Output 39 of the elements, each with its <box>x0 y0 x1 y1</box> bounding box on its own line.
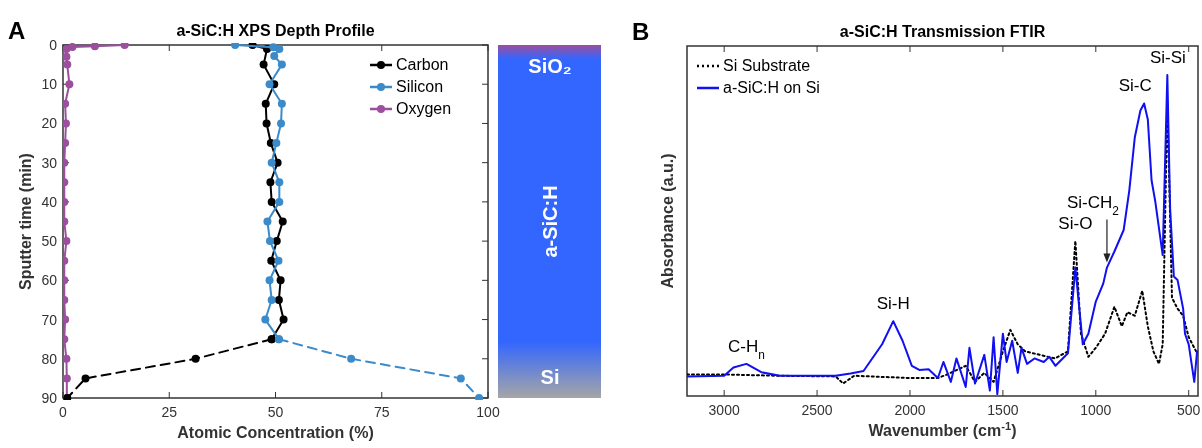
chart-title: a-SiC:H XPS Depth Profile <box>176 22 375 39</box>
y-tick-label: 50 <box>41 233 58 250</box>
x-axis-title: Atomic Concentration (%) <box>177 424 374 441</box>
y-tick-label: 60 <box>41 272 58 289</box>
x-tick-label: 100 <box>476 404 500 420</box>
x-tick-label: 50 <box>267 404 284 420</box>
text: A <box>8 17 26 44</box>
y-tick-label: 80 <box>41 350 58 367</box>
x-tick-label: 2000 <box>894 402 926 418</box>
x-axis-title: Wavenumber (cm$^{-1}$) <box>868 420 1017 439</box>
x-tick-label: 500 <box>1177 402 1201 418</box>
annotation: Si-C <box>1118 76 1152 96</box>
y-axis-title: Sputter time (min) <box>17 153 34 290</box>
y-tick-label: 0 <box>49 37 58 53</box>
y-tick-label: 20 <box>41 115 58 132</box>
legend-label: Carbon <box>396 56 449 73</box>
legend-label: a-SiC:H on Si <box>723 79 820 96</box>
y-tick-label: 90 <box>41 390 58 406</box>
x-tick-label: 1500 <box>987 402 1019 418</box>
legend-label: Silicon <box>396 78 444 95</box>
layer-stack-diagram: SiO₂ a-SiC:H Si <box>498 45 601 398</box>
annotation: C-H$_{n}$ <box>728 336 765 362</box>
x-tick-label: 25 <box>161 404 178 420</box>
y-tick-label: 70 <box>41 311 58 328</box>
x-tick-label: 2500 <box>801 402 833 418</box>
y-tick-label: 40 <box>41 193 58 210</box>
legend-label: Oxygen <box>396 100 452 117</box>
legend-label: Si Substrate <box>723 57 811 74</box>
annotation: Si-H <box>876 294 910 314</box>
y-tick-label: 30 <box>41 154 58 171</box>
x-tick-label: 3000 <box>708 402 740 418</box>
y-axis-title: Absorbance (a.u.) <box>659 153 676 289</box>
chart-title: a-SiC:H Transmission FTIR <box>839 23 1046 40</box>
y-tick-label: 10 <box>41 76 58 93</box>
x-tick-label: 1000 <box>1080 402 1112 418</box>
x-tick-label: 0 <box>59 404 68 420</box>
text: B <box>632 18 650 45</box>
x-tick-label: 75 <box>373 404 390 420</box>
annotation: Si-Si <box>1149 47 1186 67</box>
